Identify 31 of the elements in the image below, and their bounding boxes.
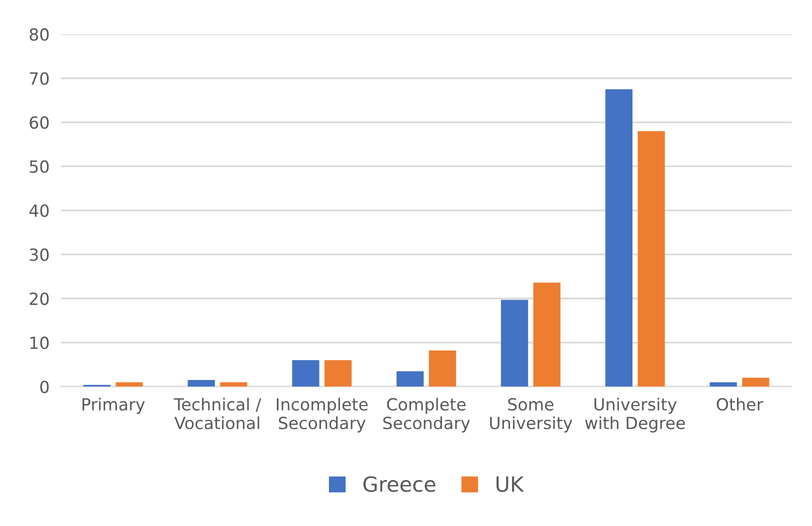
x-tick-label: Other: [716, 398, 764, 411]
x-tick-label: Complete Secondary: [383, 398, 470, 433]
y-tick-label: 70: [30, 72, 49, 85]
legend-label: Greece: [363, 476, 436, 492]
x-tick-label: Incomplete Secondary: [276, 398, 368, 433]
y-tick-label: 10: [30, 336, 49, 350]
bar: [638, 131, 665, 387]
bar: [116, 382, 143, 387]
y-tick-label: 0: [40, 380, 49, 394]
y-tick-label: 20: [30, 292, 49, 306]
x-tick-label: University with Degree: [585, 398, 685, 433]
bar: [742, 378, 770, 387]
x-tick-label: Primary: [82, 398, 145, 414]
bar: [605, 89, 632, 387]
legend-label: UK: [496, 476, 524, 492]
bar: [500, 300, 528, 387]
bar: [292, 360, 320, 387]
y-tick-label: 50: [30, 160, 49, 173]
y-tick-label: 30: [30, 248, 49, 262]
bar: [220, 382, 248, 387]
y-tick-label: 40: [29, 204, 49, 217]
bar: [188, 380, 215, 387]
y-tick-label: 80: [30, 28, 49, 41]
bar: [428, 350, 456, 387]
x-tick-label: Technical / Vocational: [174, 398, 262, 430]
y-tick-label: 60: [30, 116, 49, 129]
bar: [324, 360, 352, 387]
bar: [533, 282, 560, 387]
bar: [710, 382, 737, 387]
x-tick-label: Some University: [490, 398, 572, 433]
bar: [396, 371, 424, 387]
